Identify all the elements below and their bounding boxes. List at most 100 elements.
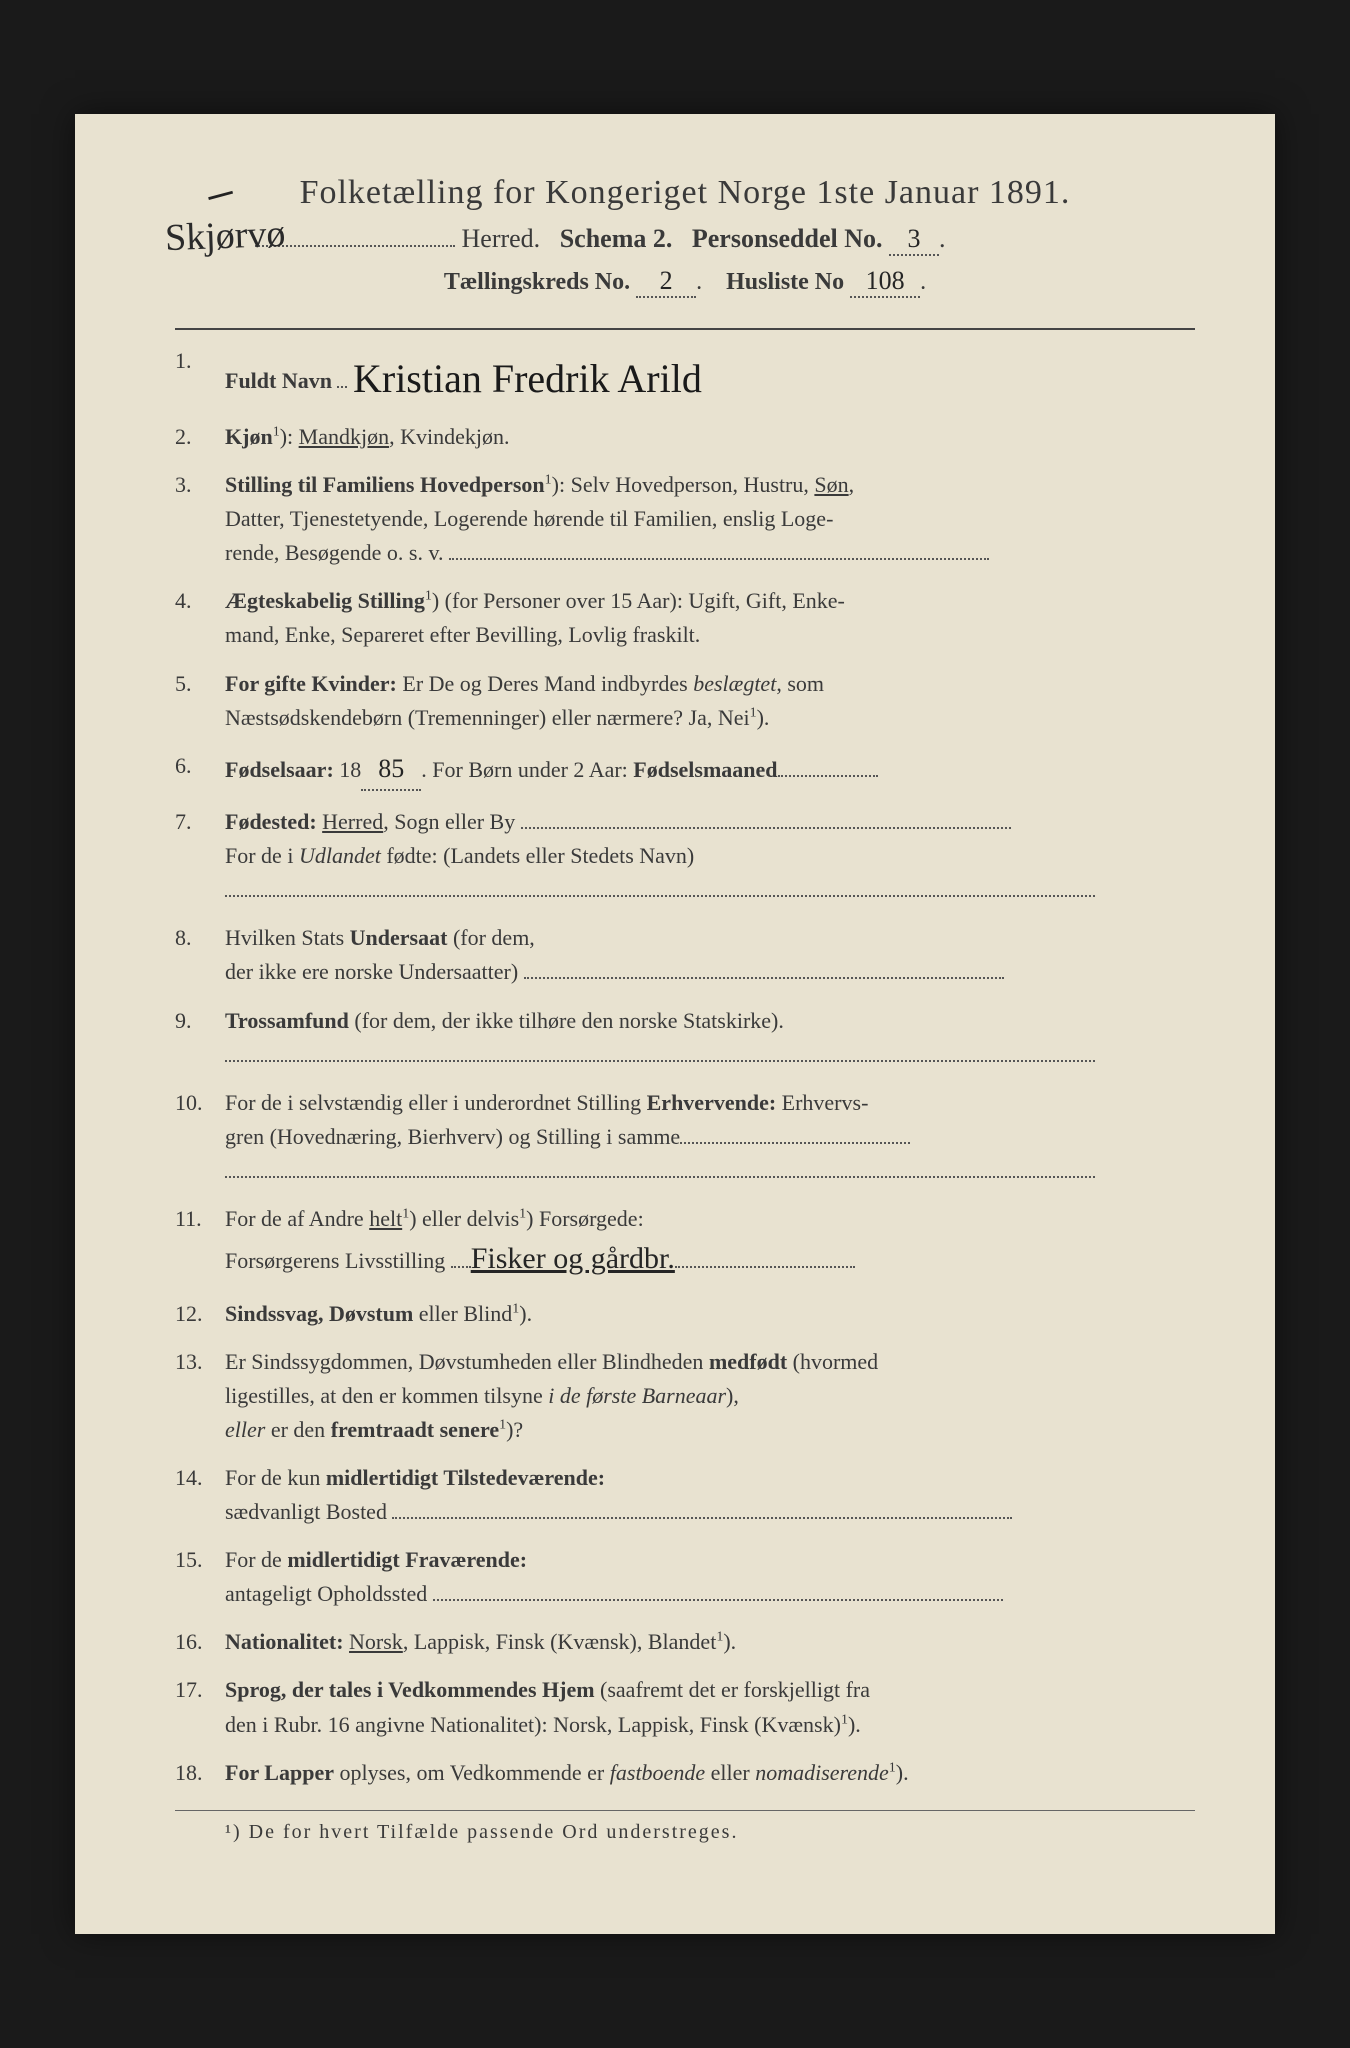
row-num: 7. bbox=[175, 805, 225, 907]
subtitle-line1: Herred. Schema 2. Personseddel No. 3. bbox=[255, 224, 1195, 256]
row-14: 14. For de kun midlertidigt Tilstedevære… bbox=[175, 1461, 1195, 1529]
field-label: Fuldt Navn bbox=[225, 368, 332, 393]
row-6: 6. Fødselsaar: 1885. For Børn under 2 Aa… bbox=[175, 749, 1195, 791]
italic-text: i de første Barneaar bbox=[548, 1383, 726, 1408]
row-5: 5. For gifte Kvinder: Er De og Deres Man… bbox=[175, 667, 1195, 735]
row-10: 10. For de i selvstændig eller i underor… bbox=[175, 1086, 1195, 1188]
row-num: 8. bbox=[175, 921, 225, 989]
text: eller bbox=[705, 1760, 755, 1785]
schema-label: Schema 2. bbox=[560, 224, 673, 253]
row-num: 18. bbox=[175, 1756, 225, 1790]
row-9: 9. Trossamfund (for dem, der ikke tilhør… bbox=[175, 1004, 1195, 1072]
row-3: 3. Stilling til Familiens Hovedperson1):… bbox=[175, 468, 1195, 570]
taellingskreds-label: Tællingskreds No. bbox=[444, 269, 630, 295]
row-num: 2. bbox=[175, 420, 225, 454]
text: Datter, Tjenestetyende, Logerende hørend… bbox=[225, 506, 833, 531]
row-num: 1. bbox=[175, 344, 225, 406]
text: ) eller delvis bbox=[409, 1206, 519, 1231]
text: ), bbox=[726, 1383, 739, 1408]
text: Er De og Deres Mand indbyrdes bbox=[397, 671, 693, 696]
text: ) (for Personer over 15 Aar): Ugift, Gif… bbox=[432, 588, 845, 613]
text: For de af Andre bbox=[225, 1206, 369, 1231]
row-1: 1. Fuldt Navn Kristian Fredrik Arild bbox=[175, 344, 1195, 406]
text: (saafremt det er forskjelligt fra bbox=[595, 1677, 870, 1702]
text: Er Sindssygdommen, Døvstumheden eller Bl… bbox=[225, 1349, 709, 1374]
field-label: Trossamfund bbox=[225, 1008, 349, 1033]
name-handwritten: Kristian Fredrik Arild bbox=[353, 356, 702, 401]
row-2: 2. Kjøn1): Mandkjøn, Kvindekjøn. bbox=[175, 420, 1195, 454]
subtitle-line2: Tællingskreds No. 2. Husliste No 108. bbox=[175, 266, 1195, 298]
text: For de i bbox=[225, 843, 299, 868]
field-label: medfødt bbox=[709, 1349, 787, 1374]
text: Hvilken Stats bbox=[225, 925, 350, 950]
text: For de i selvstændig eller i underordnet… bbox=[225, 1090, 647, 1115]
personseddel-label: Personseddel No. bbox=[692, 224, 883, 253]
selected-option: helt bbox=[369, 1206, 402, 1231]
selected-option: Herred bbox=[322, 809, 383, 834]
herred-label: Herred. bbox=[462, 224, 541, 253]
field-label: Fødested: bbox=[225, 809, 317, 834]
text: For de bbox=[225, 1547, 287, 1572]
row-15: 15. For de midlertidigt Fraværende: anta… bbox=[175, 1543, 1195, 1611]
row-18: 18. For Lapper oplyses, om Vedkommende e… bbox=[175, 1756, 1195, 1790]
row-13: 13. Er Sindssygdommen, Døvstumheden elle… bbox=[175, 1345, 1195, 1447]
field-label: Fødselsaar: bbox=[225, 757, 334, 782]
field-label: For gifte Kvinder: bbox=[225, 671, 397, 696]
document-page: ⎯ Folketælling for Kongeriget Norge 1ste… bbox=[75, 114, 1275, 1934]
row-num: 13. bbox=[175, 1345, 225, 1447]
text: Forsørgerens Livsstilling bbox=[225, 1248, 445, 1273]
text: Næstsødskendebørn (Tremenninger) eller n… bbox=[225, 705, 750, 730]
selected-option: Norsk bbox=[349, 1629, 403, 1654]
herred-handwritten: Skjørvø bbox=[164, 212, 286, 260]
text: ): Selv Hovedperson, Hustru, bbox=[552, 472, 815, 497]
selected-option: Søn bbox=[814, 472, 848, 497]
text: ) Forsørgede: bbox=[526, 1206, 644, 1231]
row-8: 8. Hvilken Stats Undersaat (for dem, der… bbox=[175, 921, 1195, 989]
row-12: 12. Sindssvag, Døvstum eller Blind1). bbox=[175, 1297, 1195, 1331]
year-handwritten: 85 bbox=[361, 749, 421, 791]
row-num: 17. bbox=[175, 1673, 225, 1741]
row-num: 5. bbox=[175, 667, 225, 735]
row-7: 7. Fødested: Herred, Sogn eller By For d… bbox=[175, 805, 1195, 907]
row-num: 9. bbox=[175, 1004, 225, 1072]
text: den i Rubr. 16 angivne Nationalitet): No… bbox=[225, 1712, 841, 1737]
field-label: Sprog, der tales i Vedkommendes Hjem bbox=[225, 1677, 595, 1702]
text: eller Blind bbox=[413, 1301, 512, 1326]
text: oplyses, om Vedkommende er bbox=[334, 1760, 610, 1785]
field-label: Kjøn bbox=[225, 424, 273, 449]
text: gren (Hovednæring, Bierhverv) og Stillin… bbox=[225, 1124, 680, 1149]
row-num: 12. bbox=[175, 1297, 225, 1331]
separator bbox=[175, 328, 1195, 330]
text: antageligt Opholdssted bbox=[225, 1581, 427, 1606]
field-label: Sindssvag, Døvstum bbox=[225, 1301, 413, 1326]
row-4: 4. Ægteskabelig Stilling1) (for Personer… bbox=[175, 584, 1195, 652]
text: For de kun bbox=[225, 1465, 326, 1490]
field-label: midlertidigt Tilstedeværende: bbox=[326, 1465, 605, 1490]
text: ligestilles, at den er kommen tilsyne bbox=[225, 1383, 548, 1408]
text: rende, Besøgende o. s. v. bbox=[225, 540, 444, 565]
italic-text: Udlandet bbox=[299, 843, 381, 868]
text: , Lappisk, Finsk (Kvænsk), Blandet bbox=[403, 1629, 717, 1654]
italic-text: fastboende bbox=[610, 1760, 705, 1785]
occupation-handwritten: Fisker og gårdbr. bbox=[471, 1242, 675, 1275]
field-label: fremtraadt senere bbox=[331, 1417, 499, 1442]
footnote: ¹) De for hvert Tilfælde passende Ord un… bbox=[175, 1810, 1195, 1844]
row-16: 16. Nationalitet: Norsk, Lappisk, Finsk … bbox=[175, 1625, 1195, 1659]
field-label: Stilling til Familiens Hovedperson bbox=[225, 472, 545, 497]
field-label: For Lapper bbox=[225, 1760, 334, 1785]
text: Erhvervs- bbox=[776, 1090, 868, 1115]
field-label: Erhvervende: bbox=[647, 1090, 777, 1115]
row-num: 11. bbox=[175, 1202, 225, 1283]
row-num: 4. bbox=[175, 584, 225, 652]
husliste-no: 108 bbox=[850, 266, 920, 298]
text: fødte: (Landets eller Stedets Navn) bbox=[381, 843, 694, 868]
taellingskreds-no: 2 bbox=[636, 266, 696, 298]
husliste-label: Husliste No bbox=[726, 269, 844, 295]
row-11: 11. For de af Andre helt1) eller delvis1… bbox=[175, 1202, 1195, 1283]
field-label: Undersaat bbox=[350, 925, 448, 950]
text: , Sogn eller By bbox=[383, 809, 515, 834]
italic-text: beslægtet bbox=[693, 671, 776, 696]
text: (hvormed bbox=[787, 1349, 878, 1374]
field-label: Nationalitet: bbox=[225, 1629, 344, 1654]
selected-option: Mandkjøn bbox=[299, 424, 389, 449]
